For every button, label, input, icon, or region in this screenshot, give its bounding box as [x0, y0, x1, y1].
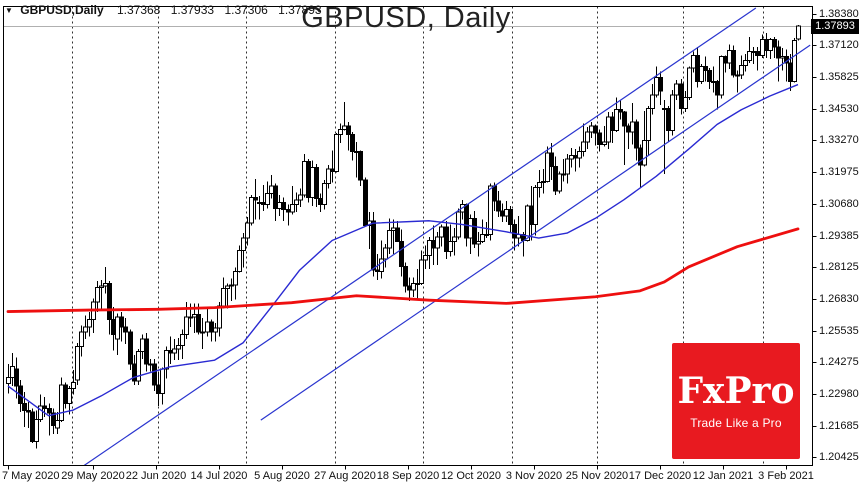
fxpro-tagline: Trade Like a Pro: [690, 415, 782, 430]
y-axis-label: 1.38380: [819, 8, 859, 20]
y-axis-label: 1.21685: [819, 419, 859, 432]
symbol-timeframe-label: GBPUSD,Daily: [20, 3, 104, 17]
trend-channel-line[interactable]: [73, 7, 757, 473]
open-value: 1.37368: [116, 3, 161, 17]
low-value: 1.37306: [224, 3, 268, 17]
x-axis-label: 12 Oct 2020: [441, 470, 501, 482]
x-axis-label: 29 May 2020: [61, 470, 125, 482]
fxpro-logo-text: FxPro: [677, 369, 795, 412]
trend-channel-line[interactable]: [260, 44, 811, 421]
y-axis-label: 1.30680: [819, 197, 859, 210]
x-axis-label: 25 Nov 2020: [565, 470, 629, 482]
y-axis-label: 1.20425: [819, 451, 859, 463]
x-axis-label: 22 Jun 2020: [125, 470, 187, 482]
x-axis-label: 3 Feb 2021: [758, 470, 814, 482]
x-axis-label: 7 May 2020: [2, 470, 60, 482]
current-price-tag: 1.37893: [811, 18, 859, 34]
y-axis-label: 1.33270: [819, 134, 859, 147]
x-axis-label: 3 Nov 2020: [505, 470, 563, 482]
ohlc-header: ▼ GBPUSD,Daily 1.37368 1.37933 1.37306 1…: [5, 3, 329, 17]
slow-moving-average: [6, 227, 800, 313]
x-axis-label: 17 Dec 2020: [628, 470, 692, 482]
x-axis-label: 12 Jan 2021: [692, 470, 754, 482]
candles-layer: [6, 25, 801, 449]
fxpro-logo: FxPro Trade Like a Pro: [672, 343, 800, 459]
x-axis-label: 14 Jul 2020: [190, 470, 248, 482]
y-axis-label: 1.22980: [819, 387, 859, 400]
y-axis-label: 1.31975: [819, 166, 859, 179]
high-value: 1.37933: [170, 3, 215, 17]
x-axis-label: 5 Aug 2020: [254, 470, 310, 482]
y-axis-label: 1.34530: [819, 102, 859, 115]
x-axis-label: 18 Sep 2020: [376, 470, 440, 482]
y-axis-label: 1.28125: [819, 261, 859, 274]
y-axis-label: 1.26830: [819, 292, 859, 305]
chart-title: GBPUSD, Daily: [301, 2, 511, 34]
close-value: 1.37893: [278, 3, 322, 17]
y-axis-label: 1.25535: [819, 324, 859, 337]
fast-moving-average: [7, 83, 799, 417]
y-axis-label: 1.35825: [819, 71, 859, 84]
y-axis-label: 1.24275: [819, 356, 859, 368]
y-axis-label: 1.37120: [819, 39, 859, 52]
symbol-dropdown-icon[interactable]: ▼: [5, 6, 13, 15]
y-axis-label: 1.29385: [819, 229, 859, 242]
x-axis-label: 27 Aug 2020: [314, 470, 376, 482]
